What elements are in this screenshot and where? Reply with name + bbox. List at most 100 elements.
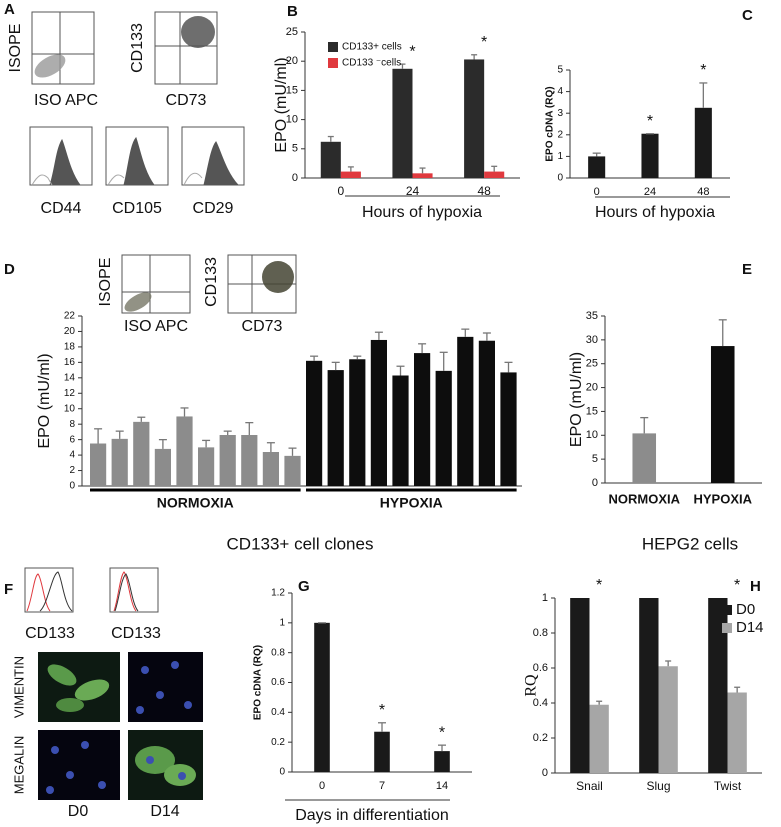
bar bbox=[639, 598, 659, 773]
bar bbox=[320, 141, 341, 178]
x-axis-label: Hours of hypoxia bbox=[362, 204, 482, 221]
error-bar bbox=[734, 686, 741, 693]
axis-label: CD44 bbox=[41, 200, 82, 217]
bar bbox=[349, 359, 366, 486]
bar bbox=[641, 133, 659, 178]
bar bbox=[133, 421, 150, 486]
column-label: D14 bbox=[150, 803, 179, 820]
bar bbox=[710, 346, 735, 483]
x-tick-label: 0 bbox=[594, 186, 600, 198]
y-tick-label: 14 bbox=[64, 372, 76, 383]
x-tick-label: 0 bbox=[337, 184, 344, 198]
column-label: D0 bbox=[68, 803, 89, 820]
bar bbox=[284, 455, 301, 486]
panel-letter: F bbox=[4, 581, 13, 598]
axis-label: CD73 bbox=[242, 318, 283, 335]
error-bar bbox=[418, 343, 427, 354]
scatter-plot bbox=[31, 11, 218, 85]
y-tick-label: 10 bbox=[64, 403, 76, 414]
bar bbox=[198, 447, 215, 486]
annotation: * bbox=[481, 34, 487, 51]
y-tick-label: 2 bbox=[69, 465, 75, 476]
bar bbox=[392, 68, 413, 178]
bar bbox=[727, 692, 747, 773]
bar bbox=[694, 107, 712, 178]
bar bbox=[306, 360, 323, 486]
y-tick-label: 0.6 bbox=[271, 677, 285, 688]
caption: HEPG2 cells bbox=[642, 534, 738, 553]
panel-letter: C bbox=[742, 7, 753, 24]
axis-label: CD133 bbox=[111, 625, 161, 642]
bar bbox=[632, 433, 657, 483]
error-bar bbox=[399, 63, 406, 69]
bar bbox=[658, 666, 678, 773]
y-tick-label: 0.6 bbox=[533, 662, 548, 674]
legend-label: CD133+ cells bbox=[342, 42, 402, 53]
y-tick-label: 0 bbox=[292, 172, 298, 184]
y-tick-label: 2 bbox=[557, 129, 563, 140]
panel-letter: H bbox=[750, 578, 761, 595]
bar bbox=[154, 448, 171, 486]
error-bar bbox=[504, 361, 513, 373]
bar bbox=[111, 438, 128, 486]
x-tick-label: 14 bbox=[436, 780, 448, 792]
y-tick-label: 15 bbox=[286, 84, 298, 96]
caption: CD133+ cell clones bbox=[227, 534, 374, 553]
bar bbox=[435, 370, 452, 486]
y-tick-label: 20 bbox=[286, 55, 298, 67]
error-bar bbox=[374, 331, 383, 340]
axis-label: ISOPE bbox=[97, 258, 114, 307]
row-label: VIMENTIN bbox=[11, 656, 26, 718]
error-bar bbox=[331, 361, 340, 371]
panel-letter: D bbox=[4, 261, 15, 278]
error-bar bbox=[245, 421, 254, 435]
annotation: * bbox=[439, 724, 445, 741]
x-tick-label: 24 bbox=[644, 186, 656, 198]
error-bar bbox=[94, 428, 103, 444]
x-tick-label: 24 bbox=[406, 184, 420, 198]
bar bbox=[708, 598, 728, 773]
x-axis-label: Hours of hypoxia bbox=[595, 204, 715, 221]
error-bar bbox=[347, 166, 354, 172]
error-bar bbox=[266, 442, 275, 452]
panel-letter: E bbox=[742, 261, 752, 278]
x-tick-label: 48 bbox=[697, 186, 709, 198]
annotation: * bbox=[379, 702, 385, 719]
y-tick-label: 0 bbox=[69, 481, 75, 492]
histogram-plot bbox=[24, 567, 159, 613]
error-bar bbox=[115, 430, 124, 439]
bar bbox=[414, 353, 431, 486]
error-bar bbox=[482, 332, 491, 341]
y-tick-label: 5 bbox=[292, 143, 298, 155]
error-bar bbox=[461, 328, 470, 337]
x-tick-label: Slug bbox=[646, 779, 670, 793]
x-tick-label: 48 bbox=[477, 184, 491, 198]
bar bbox=[392, 375, 409, 486]
bar bbox=[241, 435, 258, 486]
y-tick-label: 1.2 bbox=[271, 588, 285, 599]
x-tick-label: Snail bbox=[576, 779, 603, 793]
y-tick-label: 16 bbox=[64, 357, 76, 368]
y-tick-label: 25 bbox=[286, 26, 298, 38]
annotation: * bbox=[647, 113, 653, 130]
error-bar bbox=[378, 722, 386, 732]
annotation: * bbox=[700, 62, 706, 79]
y-tick-label: 0 bbox=[542, 767, 548, 779]
bar bbox=[340, 171, 361, 178]
y-tick-label: 5 bbox=[557, 65, 563, 76]
annotation: * bbox=[596, 577, 602, 594]
panel-letter: B bbox=[287, 3, 298, 20]
legend-label: D14 bbox=[736, 619, 764, 636]
y-axis-label: EPO (mU/ml) bbox=[273, 57, 290, 152]
bar bbox=[500, 372, 517, 486]
legend-label: CD133 ⁻cells bbox=[342, 58, 401, 69]
y-tick-label: 0.4 bbox=[533, 697, 548, 709]
y-tick-label: 25 bbox=[586, 358, 598, 370]
row-label: MEGALIN bbox=[11, 736, 26, 795]
bar bbox=[90, 443, 107, 486]
panel-letter: G bbox=[298, 578, 310, 595]
axis-label: CD29 bbox=[193, 200, 234, 217]
legend-swatch bbox=[722, 623, 732, 633]
y-tick-label: 22 bbox=[64, 311, 76, 322]
error-bar bbox=[223, 430, 232, 435]
